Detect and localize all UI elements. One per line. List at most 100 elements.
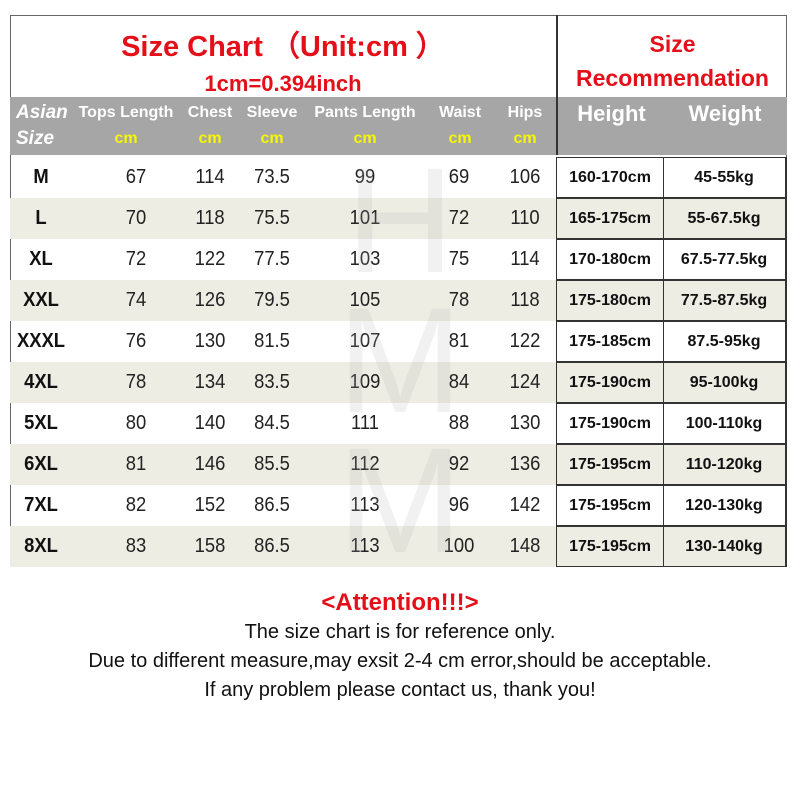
cell-chest: 114	[195, 166, 225, 188]
cell-size: 7XL	[24, 494, 58, 516]
cell-waist: 69	[448, 166, 470, 188]
cell-tops: 76	[125, 330, 147, 352]
recommendation-row: 175-195cm 130-140kg	[556, 526, 787, 567]
cell-tops: 74	[125, 289, 147, 311]
recommendation-row: 175-180cm 77.5-87.5kg	[556, 280, 787, 321]
cell-waist: 100	[443, 535, 475, 557]
cell-hips: 130	[509, 412, 541, 434]
header-sleeve: Sleeve cm	[246, 104, 298, 147]
header-chest: Chest cm	[187, 104, 233, 147]
cell-waist: 96	[448, 494, 470, 516]
table-row: XXL 74 126 79.5 105 78 118	[10, 280, 556, 321]
cell-pants: 103	[349, 248, 381, 270]
cell-hips: 114	[510, 248, 540, 270]
cell-pants: 99	[354, 166, 376, 188]
cell-weight: 87.5-95kg	[687, 333, 761, 350]
cell-size: 5XL	[24, 412, 58, 434]
cell-sleeve: 75.5	[254, 207, 290, 229]
cell-hips: 148	[509, 535, 541, 557]
table-row: 5XL 80 140 84.5 111 88 130	[10, 403, 556, 444]
cell-height: 175-195cm	[569, 538, 651, 555]
cell-hips: 106	[509, 166, 541, 188]
recommendation-row: 175-195cm 120-130kg	[556, 485, 787, 526]
cell-size: XXL	[23, 289, 59, 311]
recommendation-title-line: Size	[649, 31, 696, 57]
cell-chest: 158	[194, 535, 226, 557]
cell-chest: 152	[194, 494, 226, 516]
cell-sleeve: 85.5	[254, 453, 290, 475]
cell-height: 175-180cm	[569, 292, 651, 309]
cell-height: 165-175cm	[569, 210, 651, 227]
cell-tops: 70	[125, 207, 147, 229]
recommendation-row: 170-180cm 67.5-77.5kg	[556, 239, 787, 280]
cell-size: XL	[29, 248, 53, 270]
recommendation-row: 160-170cm 45-55kg	[556, 157, 787, 198]
cell-height: 175-195cm	[569, 497, 651, 514]
header-weight: Weight	[688, 101, 762, 126]
cell-hips: 142	[509, 494, 541, 516]
header-waist: Waist cm	[438, 104, 482, 147]
cell-hips: 118	[510, 289, 540, 311]
cell-tops: 80	[125, 412, 147, 434]
cell-chest: 126	[194, 289, 226, 311]
cell-pants: 105	[349, 289, 381, 311]
cell-weight: 120-130kg	[685, 497, 763, 514]
table-row: XXXL 76 130 81.5 107 81 122	[10, 321, 556, 362]
cell-pants: 112	[350, 453, 380, 475]
cell-height: 175-185cm	[569, 333, 651, 350]
table-row: 8XL 83 158 86.5 113 100 148	[10, 526, 556, 567]
cell-pants: 113	[350, 535, 380, 557]
cell-weight: 67.5-77.5kg	[680, 251, 768, 268]
unit-conversion: 1cm=0.394inch	[204, 71, 362, 96]
cell-tops: 82	[125, 494, 147, 516]
cell-waist: 81	[448, 330, 470, 352]
cell-chest: 134	[194, 371, 226, 393]
cell-size: M	[33, 166, 49, 188]
cell-tops: 83	[125, 535, 147, 557]
cell-waist: 75	[448, 248, 470, 270]
header-size: Asian Size	[16, 102, 68, 149]
note-line: The size chart is for reference only.	[244, 621, 556, 643]
cell-pants: 101	[349, 207, 381, 229]
table-row: 6XL 81 146 85.5 112 92 136	[10, 444, 556, 485]
cell-height: 170-180cm	[569, 251, 651, 268]
cell-size: L	[35, 207, 47, 229]
cell-weight: 45-55kg	[694, 169, 754, 186]
cell-weight: 55-67.5kg	[687, 210, 761, 227]
cell-height: 175-195cm	[569, 456, 651, 473]
cell-hips: 122	[509, 330, 541, 352]
cell-sleeve: 84.5	[254, 412, 290, 434]
cell-pants: 109	[349, 371, 381, 393]
cell-weight: 77.5-87.5kg	[680, 292, 768, 309]
cell-height: 175-190cm	[569, 374, 651, 391]
cell-height: 160-170cm	[569, 169, 651, 186]
table-row: 7XL 82 152 86.5 113 96 142	[10, 485, 556, 526]
cell-tops: 72	[125, 248, 147, 270]
header-hips: Hips cm	[507, 104, 543, 147]
cell-size: 4XL	[24, 371, 58, 393]
cell-chest: 130	[194, 330, 226, 352]
note-line: Due to different measure,may exsit 2-4 c…	[88, 650, 712, 672]
cell-pants: 111	[351, 412, 379, 434]
cell-weight: 110-120kg	[685, 456, 763, 473]
cell-hips: 136	[509, 453, 541, 475]
cell-tops: 67	[125, 166, 147, 188]
header-tops-length: Tops Length cm	[78, 104, 174, 147]
cell-hips: 110	[510, 207, 540, 229]
recommendation-row: 175-190cm 100-110kg	[556, 403, 787, 444]
cell-height: 175-190cm	[569, 415, 651, 432]
cell-sleeve: 86.5	[254, 535, 290, 557]
chart-title: Size Chart （Unit:cm ）	[121, 31, 445, 63]
note-line: If any problem please contact us, thank …	[204, 679, 596, 701]
recommendation-row: 165-175cm 55-67.5kg	[556, 198, 787, 239]
cell-sleeve: 81.5	[254, 330, 290, 352]
attention-notes: <Attention!!!> The size chart is for ref…	[0, 588, 800, 705]
cell-hips: 124	[509, 371, 541, 393]
table-row: L 70 118 75.5 101 72 110	[10, 198, 556, 239]
attention-heading: <Attention!!!>	[321, 589, 479, 616]
cell-weight: 130-140kg	[685, 538, 763, 555]
table-header: Asian Size Tops Length cm Chest cm Sleeve cm…	[10, 97, 787, 155]
cell-size: 6XL	[24, 453, 58, 475]
cell-sleeve: 86.5	[254, 494, 290, 516]
cell-weight: 95-100kg	[689, 374, 759, 391]
